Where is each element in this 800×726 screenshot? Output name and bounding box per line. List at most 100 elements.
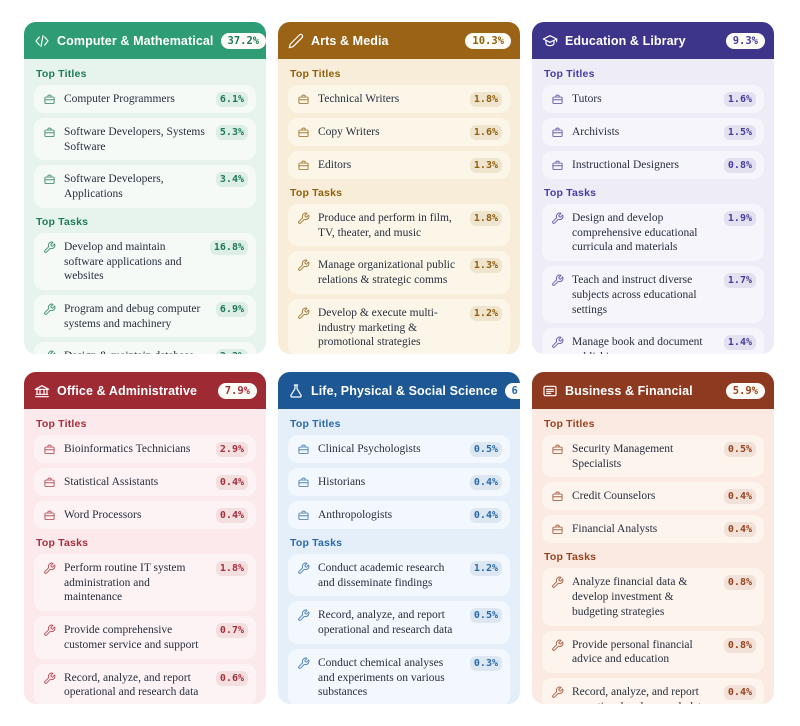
task-text: Record, analyze, and report operational …	[572, 686, 706, 704]
code-icon	[34, 33, 50, 49]
task-row: Manage organizational public relations &…	[288, 251, 510, 294]
task-pct: 1.9%	[723, 211, 756, 226]
task-text: Design & maintain database systems for d…	[64, 348, 208, 354]
task-row: Develop and maintain software applicatio…	[34, 232, 256, 291]
card-arts-media: Arts & Media 10.3% Top Titles Technical …	[278, 22, 520, 354]
task-pct: 1.2%	[469, 305, 502, 321]
briefcase-icon	[43, 173, 56, 186]
title-row: Instructional Designers 0.8%	[542, 151, 764, 179]
title-pct: 0.4%	[469, 475, 502, 490]
title-text: Financial Analysts	[572, 523, 658, 536]
task-row: Produce and perform in film, TV, theater…	[288, 204, 510, 247]
titles-list: Technical Writers 1.8% Copy Writers 1.6%…	[288, 85, 510, 179]
briefcase-icon	[297, 93, 310, 106]
task-pct: 6.9%	[215, 302, 248, 318]
tasks-list: Perform routine IT system administration…	[34, 554, 256, 704]
title-pct: 0.8%	[723, 158, 756, 173]
top-tasks-label: Top Tasks	[290, 187, 343, 199]
card-education-library: Education & Library 9.3% Top Titles Tuto…	[532, 22, 774, 354]
title-row: Bioinformatics Technicians 2.9%	[34, 435, 256, 463]
wrench-icon	[43, 241, 56, 254]
top-titles-label: Top Titles	[36, 68, 87, 80]
card-business-financial: Business & Financial 5.9% Top Titles Sec…	[532, 372, 774, 704]
title-pct: 2.9%	[215, 442, 248, 457]
title-pct: 0.4%	[215, 508, 248, 523]
task-row: Program and debug computer systems and m…	[34, 295, 256, 338]
card-body: Top Titles Clinical Psychologists 0.5% H…	[278, 409, 520, 704]
task-text: Record, analyze, and report operational …	[64, 671, 199, 699]
task-row: Record, analyze, and report operational …	[288, 601, 510, 644]
top-tasks-label: Top Tasks	[544, 551, 597, 564]
title-row: Security Management Specialists 0.5%	[542, 435, 764, 478]
title-text: Word Processors	[64, 509, 142, 521]
card-header: Office & Administrative 7.9%	[24, 372, 266, 409]
top-tasks-label: Top Tasks	[544, 187, 597, 199]
title-pct: 1.5%	[723, 125, 756, 140]
pen-icon	[288, 33, 304, 49]
task-pct: 16.8%	[209, 239, 248, 255]
title-pct: 0.5%	[469, 442, 502, 457]
title-text: Credit Counselors	[572, 490, 656, 503]
task-pct: 0.7%	[215, 623, 248, 639]
task-row: Perform routine IT system administration…	[34, 554, 256, 612]
task-pct: 1.3%	[469, 258, 502, 274]
task-pct: 1.7%	[723, 273, 756, 289]
task-row: Provide personal financial advice and ed…	[542, 630, 764, 674]
task-pct: 0.5%	[469, 608, 502, 624]
task-text: Produce and perform in film, TV, theater…	[318, 212, 452, 239]
wrench-icon	[297, 307, 310, 320]
titles-list: Bioinformatics Technicians 2.9% Statisti…	[34, 435, 256, 529]
card-title: Office & Administrative	[57, 383, 198, 398]
card-office-administrative: Office & Administrative 7.9% Top Titles …	[24, 372, 266, 704]
task-row: Develop & execute multi-industry marketi…	[288, 298, 510, 354]
task-text: Develop and maintain software applicatio…	[64, 240, 182, 283]
title-text: Copy Writers	[318, 126, 380, 138]
title-row: Word Processors 0.4%	[34, 501, 256, 529]
title-text: Anthropologists	[318, 509, 393, 521]
card-body: Top Titles Technical Writers 1.8% Copy W…	[278, 59, 520, 354]
wrench-icon	[297, 259, 310, 272]
title-pct: 6.1%	[215, 92, 248, 107]
title-pct: 5.3%	[215, 125, 248, 140]
card-computer-mathematical: Computer & Mathematical 37.2% Top Titles…	[24, 22, 266, 354]
briefcase-icon	[297, 159, 310, 172]
title-text: Technical Writers	[318, 93, 400, 105]
title-row: Copy Writers 1.6%	[288, 118, 510, 146]
title-row: Archivists 1.5%	[542, 118, 764, 146]
top-tasks-label: Top Tasks	[36, 537, 89, 549]
task-text: Design and develop comprehensive educati…	[572, 212, 698, 254]
title-text: Historians	[318, 476, 366, 488]
task-pct: 0.8%	[723, 637, 756, 653]
wrench-icon	[551, 336, 564, 349]
title-row: Computer Programmers 6.1%	[34, 85, 256, 113]
briefcase-icon	[551, 159, 564, 172]
bank-icon	[34, 383, 50, 399]
title-row: Historians 0.4%	[288, 468, 510, 496]
task-row: Teach and instruct diverse subjects acro…	[542, 266, 764, 324]
task-pct: 0.3%	[469, 655, 502, 671]
flask-icon	[288, 383, 304, 399]
task-text: Manage book and document publishing proc…	[572, 336, 703, 354]
card-body: Top Titles Security Management Specialis…	[532, 409, 774, 704]
wrench-icon	[43, 672, 56, 685]
share-badge: 10.3%	[465, 32, 511, 49]
task-row: Manage book and document publishing proc…	[542, 328, 764, 354]
wrench-icon	[43, 562, 56, 575]
task-text: Manage organizational public relations &…	[318, 259, 456, 287]
task-row: Design & maintain database systems for d…	[34, 342, 256, 354]
title-pct: 1.3%	[469, 158, 502, 173]
card-title: Education & Library	[565, 33, 686, 48]
briefcase-icon	[551, 490, 564, 503]
briefcase-icon	[551, 126, 564, 139]
title-text: Tutors	[572, 93, 602, 105]
card-body: Top Titles Tutors 1.6% Archivists 1.5% I…	[532, 59, 774, 354]
briefcase-icon	[43, 509, 56, 522]
task-text: Teach and instruct diverse subjects acro…	[572, 274, 697, 316]
title-pct: 0.5%	[723, 442, 756, 457]
title-text: Software Developers, Systems Software	[64, 126, 205, 153]
title-row: Software Developers, Systems Software 5.…	[34, 118, 256, 161]
titles-list: Tutors 1.6% Archivists 1.5% Instructiona…	[542, 85, 764, 179]
task-text: Conduct academic research and disseminat…	[318, 562, 445, 589]
task-pct: 1.8%	[469, 211, 502, 226]
titles-list: Computer Programmers 6.1% Software Devel…	[34, 85, 256, 208]
